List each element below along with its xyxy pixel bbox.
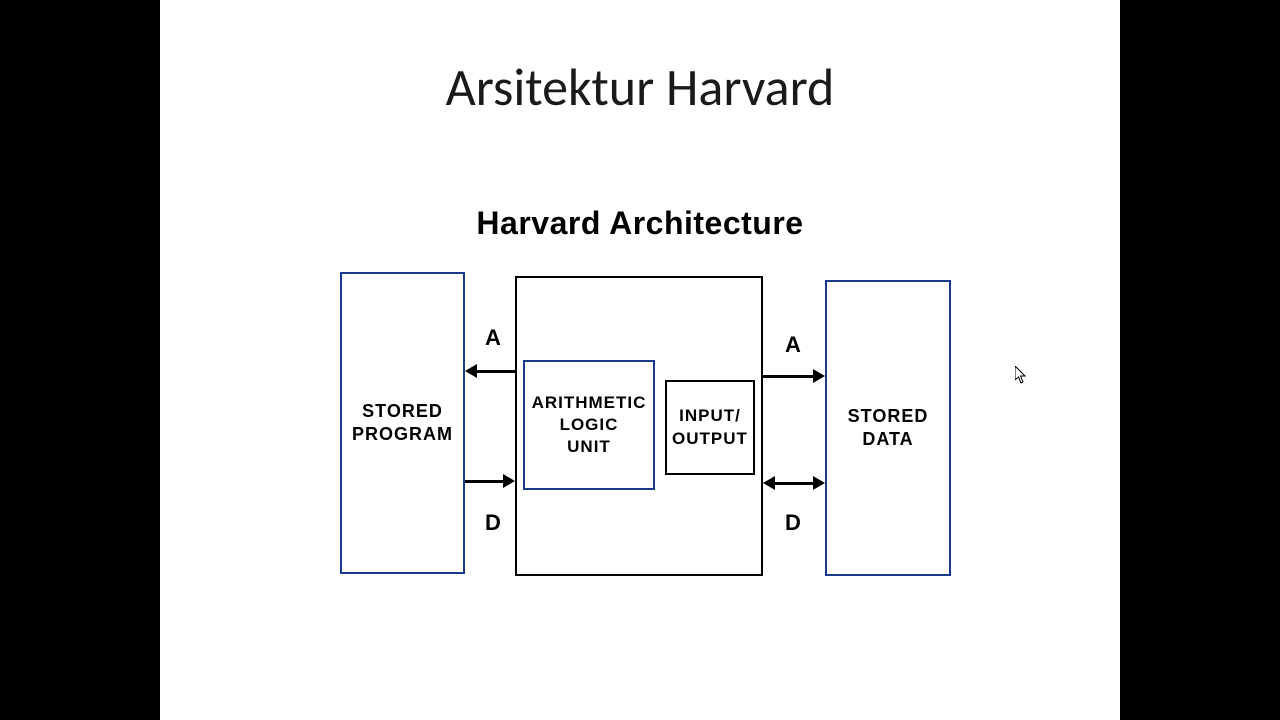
node-stored-data: STOREDDATA xyxy=(825,280,951,576)
node-label: STOREDDATA xyxy=(848,405,929,452)
node-label: ARITHMETICLOGICUNIT xyxy=(532,392,647,458)
bus-label-d-right: D xyxy=(785,510,801,536)
node-alu: ARITHMETICLOGICUNIT xyxy=(523,360,655,490)
slide: Arsitektur Harvard Harvard Architecture … xyxy=(160,0,1120,720)
bus-label-a-left: A xyxy=(485,325,501,351)
bus-label-a-right: A xyxy=(785,332,801,358)
node-label: INPUT/OUTPUT xyxy=(672,405,748,449)
diagram-title: Harvard Architecture xyxy=(160,205,1120,242)
diagram-area: STOREDPROGRAM ARITHMETICLOGICUNIT INPUT/… xyxy=(335,270,955,580)
slide-title: Arsitektur Harvard xyxy=(160,55,1120,119)
node-label: STOREDPROGRAM xyxy=(352,400,453,447)
node-stored-program: STOREDPROGRAM xyxy=(340,272,465,574)
node-io: INPUT/OUTPUT xyxy=(665,380,755,475)
bus-label-d-left: D xyxy=(485,510,501,536)
